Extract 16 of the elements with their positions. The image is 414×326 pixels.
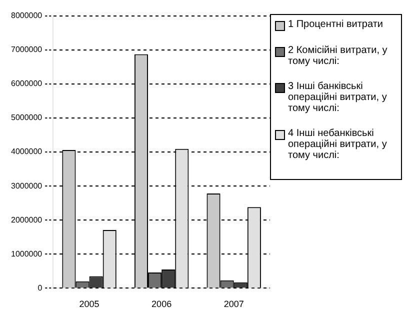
legend-label: 2 Комісійні витрати, у тому числі: <box>288 45 388 67</box>
y-tick-label: 8000000 <box>10 11 43 20</box>
y-tick-label: 4000000 <box>10 147 43 156</box>
y-tick-label: 7000000 <box>10 45 43 54</box>
x-tick-label: 2005 <box>79 299 100 310</box>
x-tick-label: 2007 <box>224 299 244 310</box>
y-tick-label: 3000000 <box>10 181 43 190</box>
legend-label: 4 Інші небанківські операційні витрати, у тому числі: <box>288 128 388 161</box>
y-tick-label: 2000000 <box>10 215 43 224</box>
legend-label: 1 Процентні витрати <box>288 19 383 30</box>
y-tick-label: 1000000 <box>10 249 43 258</box>
y-tick-label: 5000000 <box>10 113 43 122</box>
legend-label: 3 Інші банківські операційні витрати, у тому числі: <box>288 81 388 114</box>
y-tick-label: 0 <box>38 283 43 292</box>
x-tick-label: 2006 <box>152 299 172 310</box>
y-tick-label: 6000000 <box>10 79 43 88</box>
